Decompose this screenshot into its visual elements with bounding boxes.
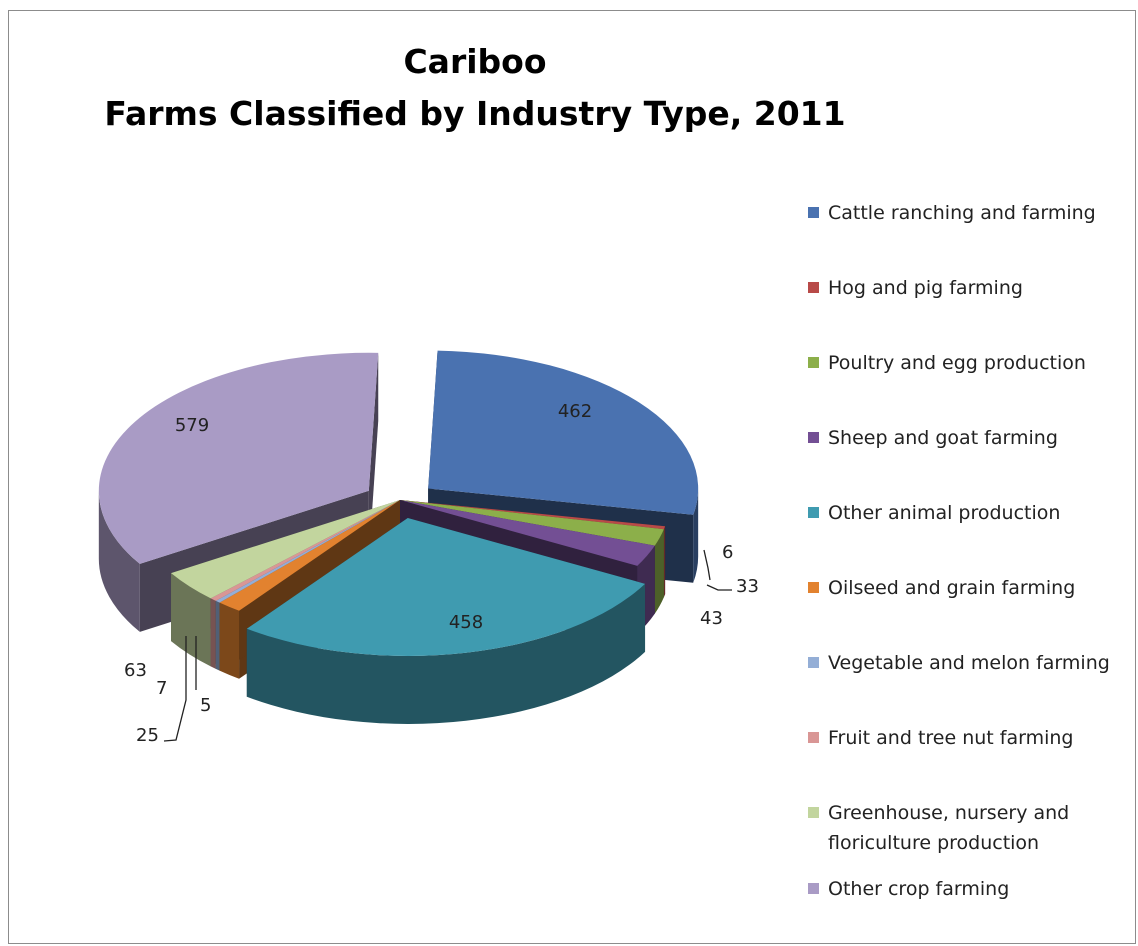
legend-label-4: Other animal production — [828, 502, 1061, 524]
pie-side-5-0 — [219, 602, 240, 679]
legend-label-line-8-0: Greenhouse, nursery and — [828, 802, 1070, 824]
chart-title: Cariboo — [403, 42, 547, 81]
legend-swatch-6 — [808, 657, 819, 668]
data-label-5: 25 — [136, 725, 159, 746]
legend-label-1: Hog and pig farming — [828, 277, 1023, 299]
legend-label-6: Vegetable and melon farming — [828, 652, 1110, 674]
legend-swatch-8 — [808, 807, 819, 818]
legend-swatch-9 — [808, 883, 819, 894]
data-label-2: 33 — [736, 576, 759, 597]
chart-subtitle: Farms Classified by Industry Type, 2011 — [104, 94, 846, 133]
data-label-9: 579 — [175, 415, 209, 436]
pie-side-6-0 — [215, 600, 220, 671]
pie-side-4-0 — [246, 583, 646, 724]
data-label-0: 462 — [558, 401, 592, 422]
data-label-7: 7 — [156, 678, 167, 699]
legend-label-7: Fruit and tree nut farming — [828, 727, 1074, 749]
pie-side-8-0 — [171, 573, 211, 667]
leader-line-1 — [706, 584, 732, 591]
pie-side-9-0 — [98, 490, 140, 632]
legend-label-5: Oilseed and grain farming — [828, 577, 1076, 599]
pie-slice-0 — [428, 350, 699, 515]
pie-wall-9-1 — [368, 352, 379, 559]
pie-slice-7 — [210, 500, 400, 601]
data-label-4: 458 — [449, 612, 483, 633]
pie-slice-8 — [171, 500, 400, 599]
data-label-1: 6 — [722, 542, 733, 563]
legend-swatch-2 — [808, 357, 819, 368]
pie-side-1-0 — [663, 526, 666, 598]
legend-swatch-4 — [808, 507, 819, 518]
pie-slice-6 — [215, 500, 400, 603]
legend-swatch-7 — [808, 732, 819, 743]
legend-label-8: Greenhouse, nursery and floriculture prod… — [828, 798, 1069, 858]
pie-slice-2 — [400, 500, 664, 546]
legend-swatch-0 — [808, 207, 819, 218]
pie-side-0-0 — [693, 488, 699, 583]
pie-slice-9 — [98, 352, 379, 564]
legend-swatch-3 — [808, 432, 819, 443]
leader-line-2 — [163, 636, 187, 742]
pie-slice-1 — [400, 500, 666, 530]
pie-slice-4 — [246, 517, 646, 656]
legend-label-3: Sheep and goat farming — [828, 427, 1058, 449]
legend-swatch-1 — [808, 282, 819, 293]
legend-label-2: Poultry and egg production — [828, 352, 1086, 374]
pie-slice-5 — [219, 500, 400, 611]
legend-label-line-8-1: floriculture production — [828, 832, 1040, 854]
pie-slice-3 — [400, 500, 655, 566]
data-label-6: 5 — [200, 695, 211, 716]
data-label-8: 63 — [124, 660, 147, 681]
legend-swatch-5 — [808, 582, 819, 593]
pie-side-2-0 — [654, 529, 664, 614]
legend-label-0: Cattle ranching and farming — [828, 202, 1096, 224]
legend-label-9: Other crop farming — [828, 878, 1010, 900]
leader-line-0 — [703, 549, 711, 581]
data-label-3: 43 — [700, 608, 723, 629]
pie-side-7-0 — [210, 598, 216, 669]
